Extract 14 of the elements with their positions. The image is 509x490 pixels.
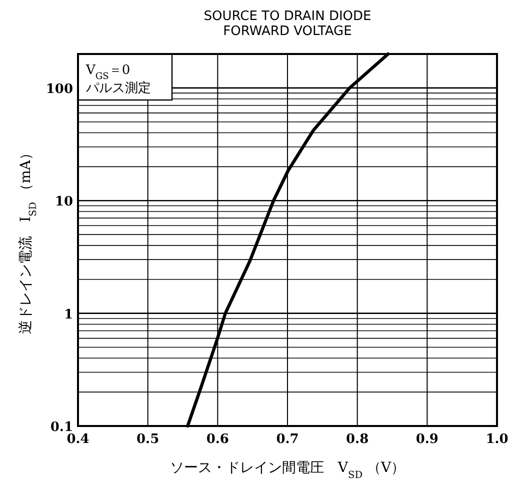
x-tick-label: 0.7 — [276, 432, 299, 447]
y-tick-label: 1 — [64, 307, 73, 322]
x-tick-label: 0.9 — [416, 432, 438, 447]
chart-title: SOURCE TO DRAIN DIODE FORWARD VOLTAGE — [204, 9, 372, 39]
x-tick-label: 0.6 — [206, 432, 229, 447]
x-axis-title: ソース・ドレイン間電圧 V$_{SD}$ （V） — [170, 460, 406, 480]
x-tick-label: 1.0 — [486, 432, 508, 447]
y-tick-label: 10 — [54, 194, 73, 210]
x-tick-label: 0.5 — [136, 432, 160, 447]
annotation: V$_{GS}$＝0 — [85, 63, 130, 82]
annotation: パルス測定 — [85, 81, 151, 96]
x-tick-label: 0.4 — [66, 432, 90, 447]
x-tick-label: 0.8 — [346, 432, 369, 447]
y-tick-label: 100 — [46, 82, 73, 97]
